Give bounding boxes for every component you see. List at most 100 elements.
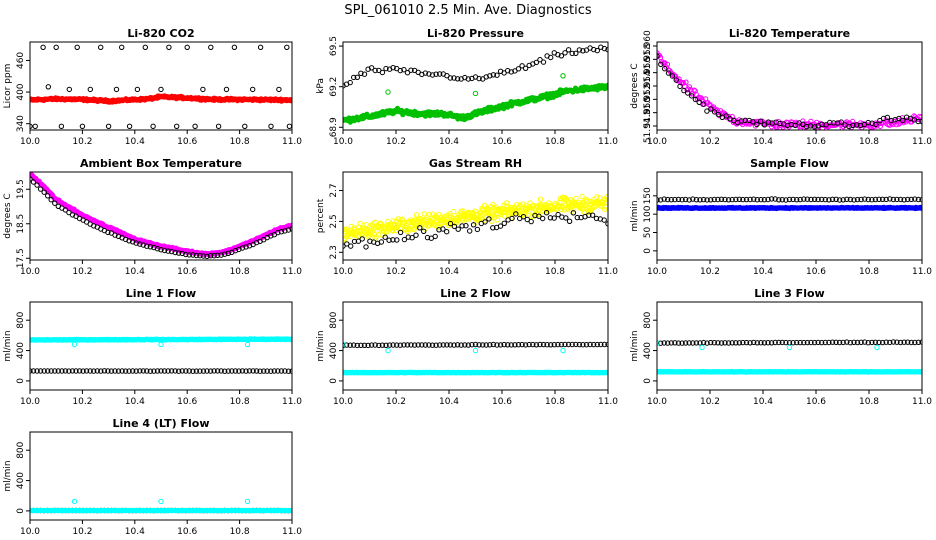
data-point	[700, 339, 707, 346]
data-point	[455, 226, 461, 232]
data-point	[509, 215, 515, 222]
data-point	[668, 197, 674, 203]
data-point	[126, 368, 132, 374]
data-point	[172, 249, 178, 256]
data-point	[490, 201, 496, 208]
data-point	[144, 368, 150, 374]
x-tick-label: 10.0	[20, 267, 40, 277]
data-point	[779, 197, 785, 203]
data-point	[573, 195, 579, 202]
data-point	[472, 341, 479, 348]
data-point	[404, 70, 411, 76]
data-point	[165, 368, 171, 374]
plot-frame	[342, 171, 609, 261]
data-point	[836, 197, 843, 203]
data-point	[537, 57, 543, 63]
y-tick-label: 51.950	[643, 97, 653, 129]
data-point	[48, 197, 54, 203]
data-point	[190, 252, 196, 258]
data-point	[768, 340, 775, 346]
data-point	[508, 342, 514, 348]
y-tick-label: 340	[16, 115, 26, 132]
data-point	[112, 368, 118, 374]
data-point	[562, 341, 568, 348]
data-point	[158, 341, 164, 348]
data-point	[586, 212, 592, 218]
x-tick-label: 10.2	[72, 397, 92, 407]
data-point	[668, 340, 674, 346]
data-point	[833, 196, 839, 203]
x-tick-label: 10.2	[700, 397, 720, 407]
data-point	[379, 342, 386, 348]
plot-area	[30, 172, 292, 260]
data-point	[147, 368, 154, 374]
x-tick-label: 10.2	[700, 267, 720, 277]
panel-title: Gas Stream RH	[429, 157, 522, 170]
data-point	[415, 342, 421, 348]
data-point	[470, 222, 477, 228]
data-point	[222, 251, 228, 257]
data-point	[537, 196, 544, 202]
data-point	[576, 47, 583, 53]
data-point	[715, 111, 722, 118]
data-point	[522, 342, 529, 348]
x-tick-label: 10.0	[20, 527, 40, 537]
data-point	[385, 89, 391, 95]
plot-frame	[342, 301, 609, 391]
series-rh-yellow	[343, 193, 608, 243]
data-point	[444, 342, 450, 348]
data-point	[404, 342, 411, 348]
data-point	[697, 340, 703, 346]
data-point	[729, 340, 735, 346]
data-point	[586, 204, 592, 211]
data-point	[347, 79, 353, 86]
data-point	[66, 209, 72, 216]
data-point	[168, 248, 175, 255]
data-point	[480, 342, 486, 348]
data-point	[877, 123, 883, 130]
data-point	[459, 223, 465, 229]
data-point	[368, 342, 375, 348]
data-point	[555, 52, 561, 58]
data-point	[347, 342, 353, 348]
data-point	[268, 233, 274, 239]
data-point	[540, 341, 547, 348]
data-point	[218, 252, 224, 258]
y-axis-label: ml/min	[630, 330, 640, 361]
data-point	[657, 197, 664, 203]
y-tick-label: 51.958	[643, 43, 653, 75]
data-point	[858, 339, 864, 345]
data-point	[472, 90, 479, 97]
series-line3-black	[657, 339, 922, 346]
data-point	[401, 342, 407, 348]
data-point	[351, 342, 357, 348]
data-point	[804, 123, 810, 130]
data-point	[253, 368, 260, 374]
data-point	[497, 342, 504, 348]
x-tick-label: 10.6	[177, 527, 197, 537]
data-point	[602, 200, 608, 206]
data-point	[501, 341, 507, 348]
x-tick-label: 10.0	[647, 397, 667, 407]
data-point	[483, 342, 489, 348]
data-point	[700, 101, 706, 107]
data-point	[354, 342, 360, 349]
data-point	[261, 368, 267, 374]
data-point	[208, 44, 214, 50]
data-point	[740, 339, 746, 346]
data-point	[497, 223, 504, 229]
data-point	[865, 196, 871, 203]
data-point	[37, 186, 44, 192]
data-point	[80, 368, 86, 374]
data-point	[912, 339, 918, 346]
data-point	[386, 237, 392, 243]
data-point	[915, 118, 921, 125]
data-point	[275, 229, 281, 236]
data-point	[690, 340, 696, 346]
data-point	[708, 339, 714, 346]
x-tick-label: 11.0	[598, 397, 618, 407]
data-point	[257, 368, 263, 374]
data-point	[894, 339, 900, 345]
series-sample-blue	[657, 204, 922, 212]
